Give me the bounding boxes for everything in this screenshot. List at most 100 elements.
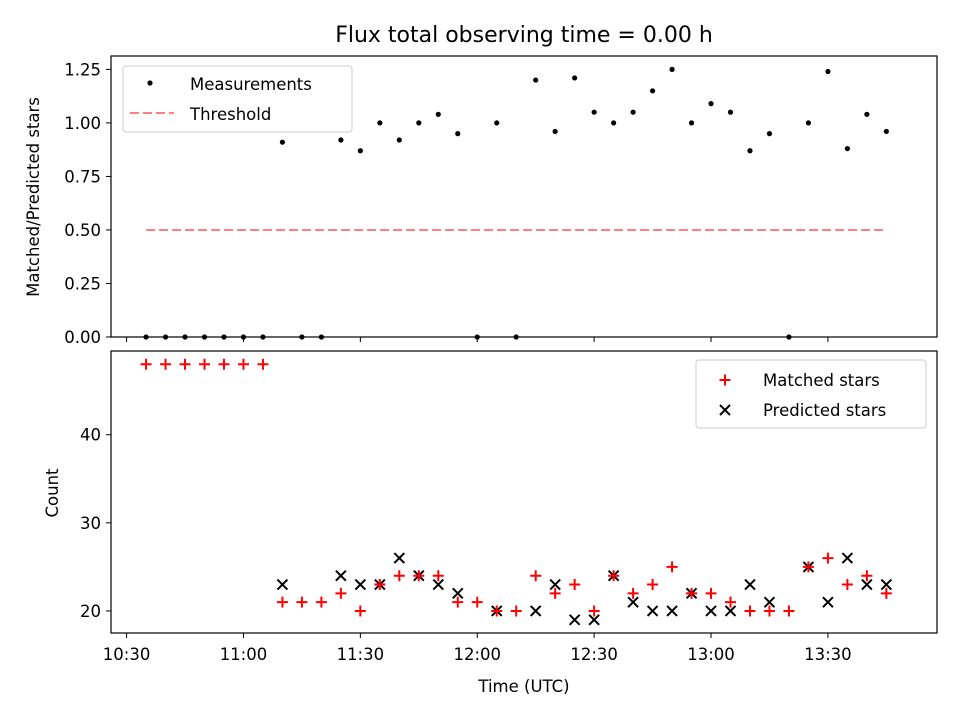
matched-star-point-shape: [179, 358, 191, 370]
matched-star-point-shape: [199, 358, 211, 370]
measurement-point: [299, 334, 305, 340]
measurement-point: [688, 120, 695, 126]
legend-predicted-marker-shape: [719, 404, 731, 416]
measurement-point-shape: [825, 68, 831, 75]
predicted-star-point: [724, 605, 737, 617]
measurement-point: [377, 120, 383, 126]
predicted-star-point: [705, 605, 717, 617]
bottom-plot: 20 30 40 10:30 11:00 11:30 12:00 12:30 13:00 13:3…: [80, 350, 938, 664]
measurement-point-shape: [182, 334, 188, 340]
measurement-point: [455, 131, 461, 137]
measurement-point: [747, 148, 753, 154]
matched-star-point-shape: [686, 587, 698, 599]
x-tick-label: 10:30: [103, 645, 151, 664]
predicted-star-point: [354, 578, 367, 591]
chart-title: Flux total observing time = 0.00 h: [335, 23, 713, 48]
measurement-point-shape: [357, 148, 363, 154]
bottom-y-tick-label: 40: [80, 426, 101, 445]
predicted-star-point-shape: [627, 596, 639, 608]
measurement-point: [513, 334, 519, 340]
measurement-point-shape: [630, 109, 636, 115]
predicted-star-point-shape: [861, 578, 873, 591]
measurement-point-shape: [669, 66, 675, 72]
measurement-point-shape: [513, 334, 519, 340]
measurement-point: [708, 101, 714, 107]
matched-star-point-shape: [725, 596, 736, 608]
measurement-point-shape: [805, 120, 812, 126]
matched-star-point-shape: [140, 358, 152, 370]
matched-star-point-shape: [491, 605, 503, 617]
measurement-point-shape: [338, 137, 344, 143]
predicted-star-point-shape: [588, 614, 600, 626]
matched-star-point: [315, 596, 327, 608]
top-y-tick-label: 1.00: [64, 114, 101, 133]
legend-measurements-label: Measurements: [190, 75, 312, 94]
matched-star-point: [510, 605, 522, 617]
predicted-star-point-shape: [841, 552, 854, 564]
measurement-point: [435, 111, 441, 117]
measurement-point: [533, 77, 539, 83]
measurement-point: [260, 334, 266, 340]
matched-star-point: [861, 570, 873, 582]
matched-star-point: [452, 596, 464, 608]
predicted-star-point-shape: [822, 596, 834, 608]
measurement-point-shape: [377, 120, 383, 126]
matched-star-point: [393, 570, 405, 582]
matched-star-point-shape: [510, 605, 522, 617]
matched-star-point: [880, 587, 892, 599]
measurement-point: [240, 334, 247, 340]
matched-star-point: [588, 605, 600, 617]
measurement-point-shape: [611, 120, 617, 126]
matched-star-point: [666, 561, 678, 573]
bottom-axes-frame: [110, 350, 938, 634]
predicted-star-point: [549, 578, 561, 591]
bottom-y-tick-label: 30: [80, 514, 101, 533]
measurement-point-shape: [786, 334, 792, 340]
matched-star-point: [237, 358, 249, 370]
measurement-point: [494, 120, 500, 126]
measurement-point: [611, 120, 617, 126]
measurement-point: [630, 109, 636, 115]
matched-star-point: [627, 587, 639, 599]
measurement-point: [591, 109, 597, 115]
bottom-y-tick-label: 20: [80, 602, 101, 621]
top-plot: 0.00 0.25 0.50 0.75 1.00 1.25 Measurements Thre…: [64, 55, 938, 347]
predicted-star-point-shape: [705, 605, 717, 617]
matched-star-point: [140, 358, 152, 370]
matched-star-point: [160, 358, 172, 370]
predicted-star-point-shape: [276, 578, 289, 591]
predicted-star-point: [880, 578, 893, 591]
measurement-point: [201, 334, 208, 340]
measurement-point: [182, 334, 188, 340]
measurement-point-shape: [766, 131, 773, 137]
matched-star-point-shape: [880, 587, 892, 599]
matched-star-point-shape: [705, 587, 717, 599]
measurement-point: [318, 334, 324, 340]
matched-star-point: [725, 596, 736, 608]
predicted-star-point-shape: [335, 570, 347, 582]
x-axis-label: Time (UTC): [477, 677, 569, 696]
predicted-star-point-shape: [744, 578, 756, 591]
matched-star-point: [530, 570, 542, 582]
predicted-star-point: [393, 552, 406, 564]
predicted-star-point: [646, 605, 659, 617]
matched-star-point-shape: [452, 596, 464, 608]
measurement-point-shape: [318, 334, 324, 340]
measurement-point: [221, 334, 227, 340]
predicted-star-point-shape: [763, 596, 776, 608]
top-legend: Measurements Threshold: [122, 65, 353, 133]
matched-star-point: [335, 587, 347, 599]
measurement-point: [162, 334, 169, 340]
top-legend-box: [122, 65, 353, 133]
predicted-star-point-shape: [354, 578, 367, 591]
measurement-point: [766, 131, 773, 137]
predicted-star-point: [822, 596, 834, 608]
measurement-point: [825, 68, 831, 75]
bottom-legend-box: [695, 359, 927, 429]
matched-star-point-shape: [763, 605, 775, 617]
bottom-y-axis-label: Count: [43, 468, 62, 518]
measurement-point-shape: [883, 128, 889, 135]
matched-star-point: [783, 605, 795, 617]
matched-star-point-shape: [530, 570, 542, 582]
